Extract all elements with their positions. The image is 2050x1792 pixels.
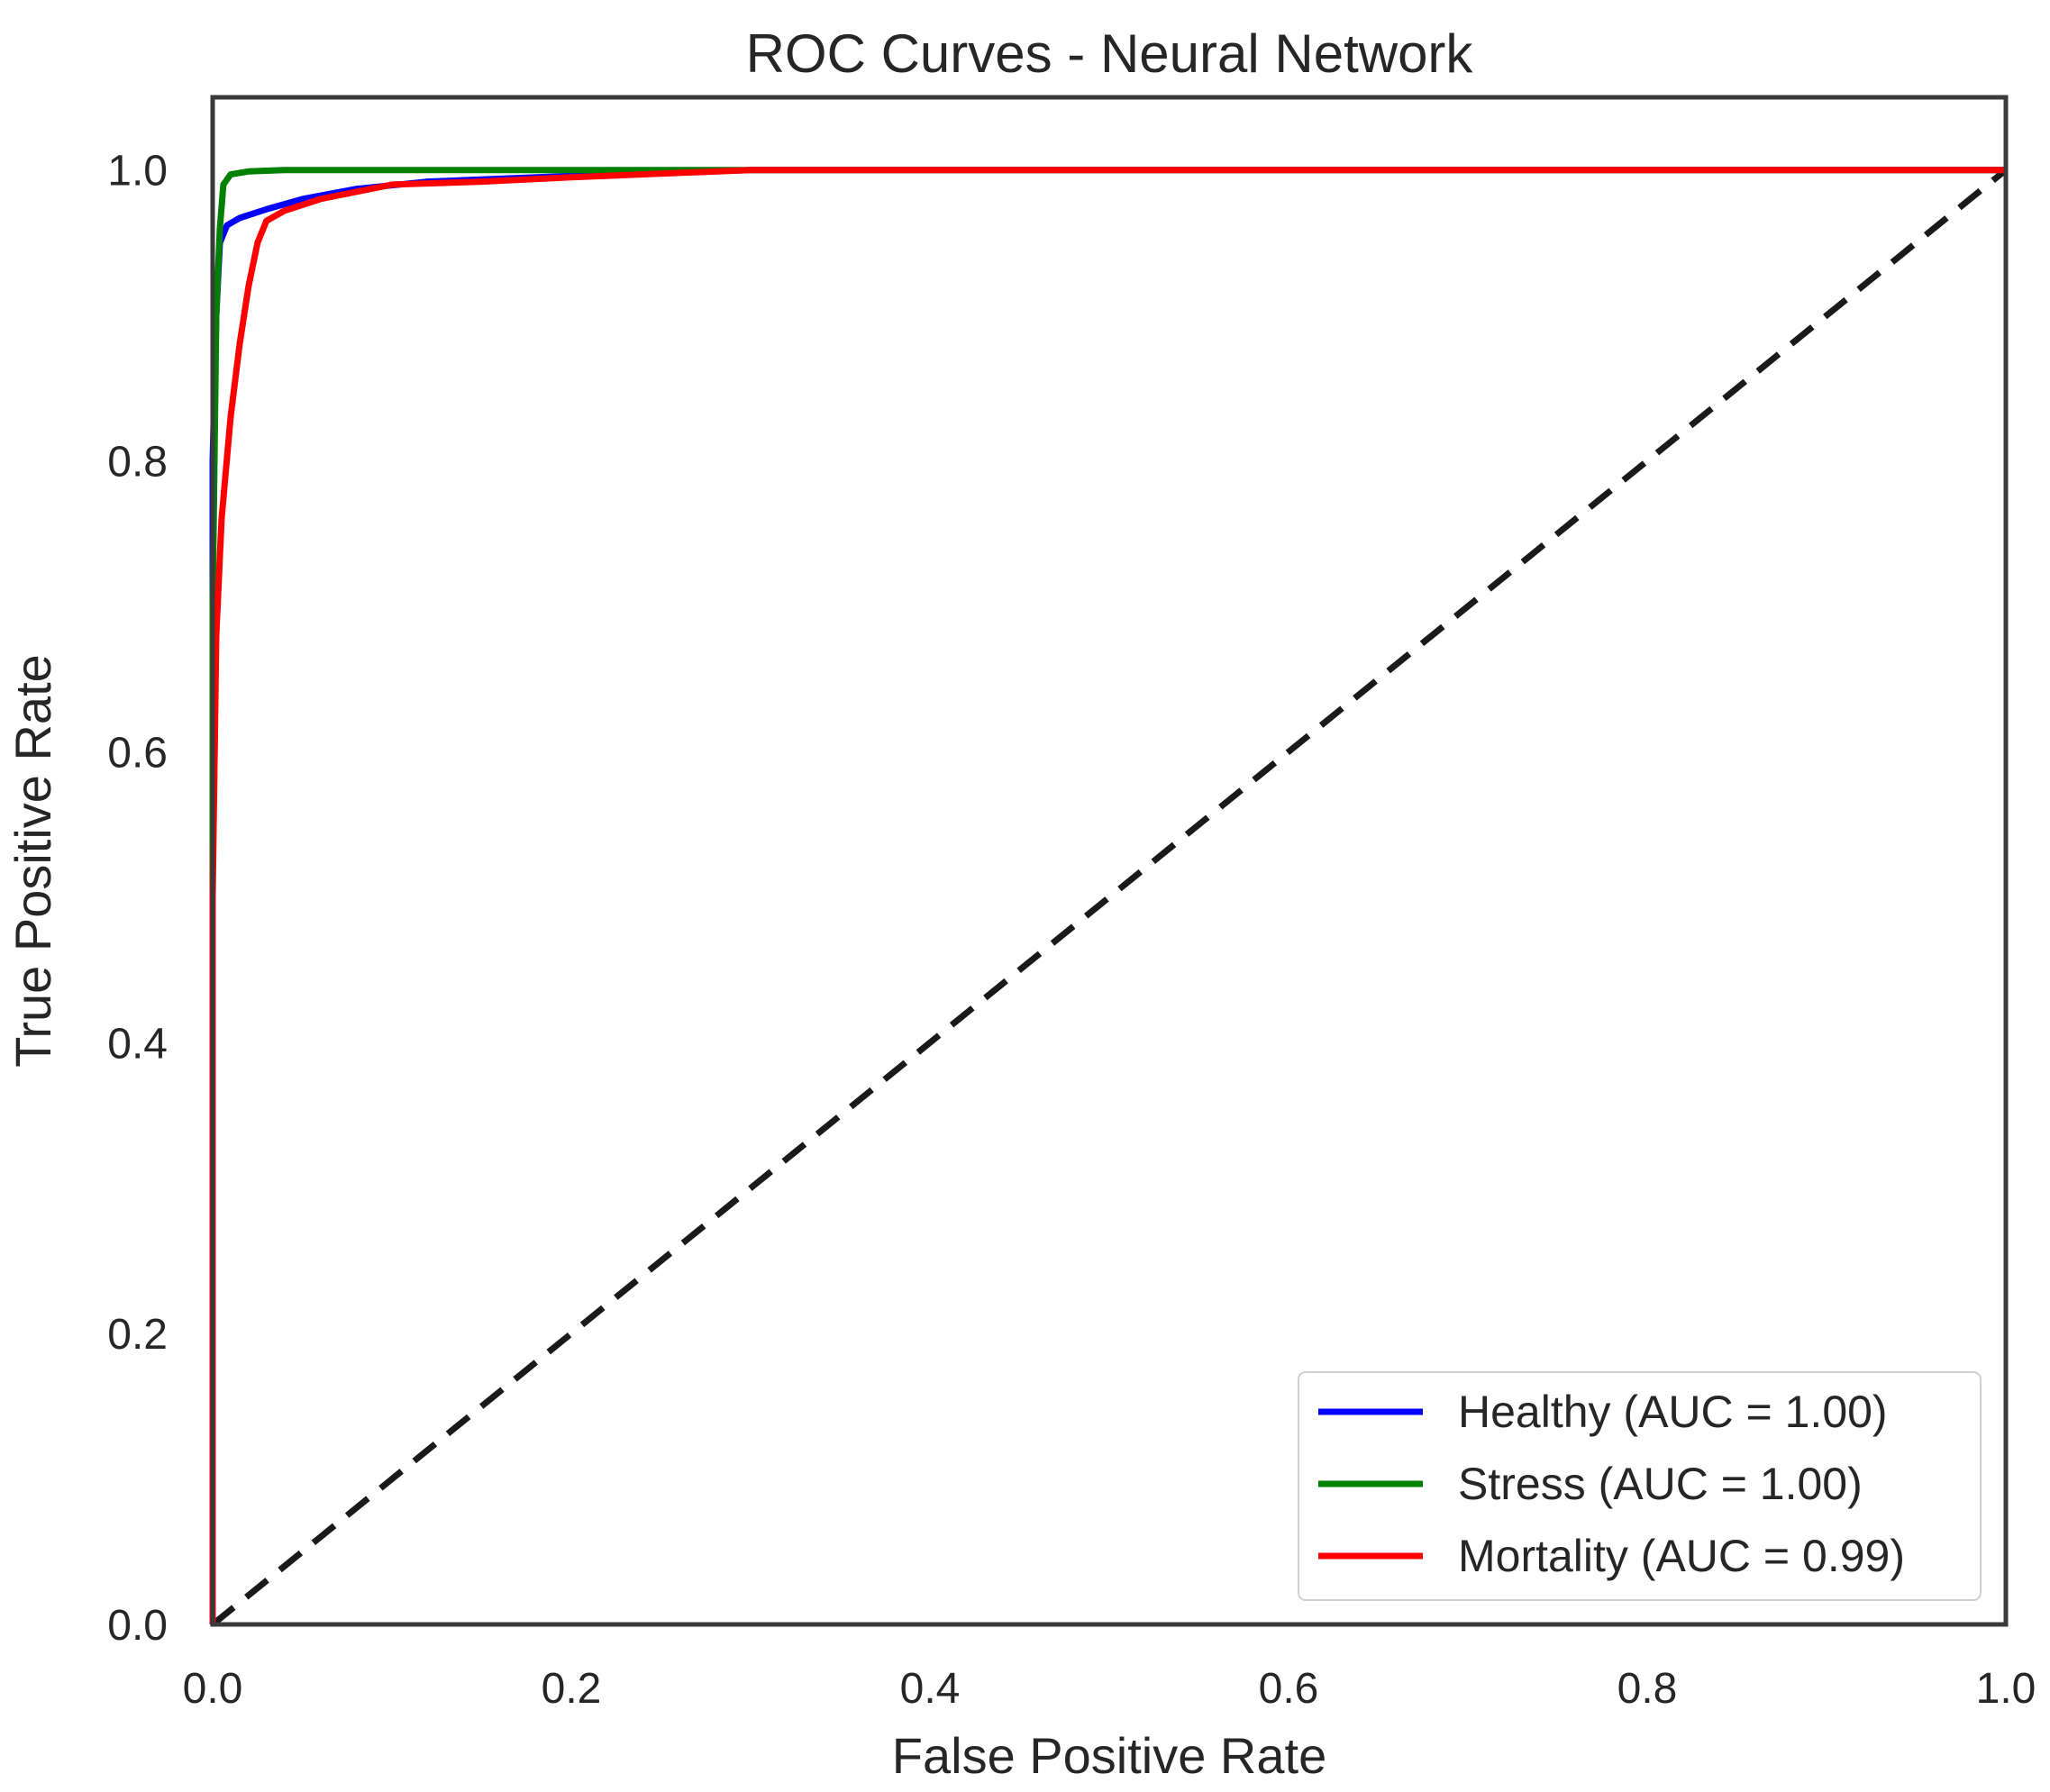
legend: Healthy (AUC = 1.00) Stress (AUC = 1.00) M… bbox=[1298, 1371, 1982, 1601]
legend-label-healthy: Healthy (AUC = 1.00) bbox=[1458, 1387, 1888, 1437]
y-tick-label: 1.0 bbox=[107, 148, 168, 196]
chance-diagonal-line bbox=[210, 167, 2009, 1627]
chart-title: ROC Curves - Neural Network bbox=[746, 23, 1474, 84]
y-tick-label: 0.8 bbox=[107, 439, 168, 487]
y-tick-label: 0.6 bbox=[107, 729, 168, 777]
series-line-stress bbox=[209, 167, 2006, 1624]
x-tick-label: 0.8 bbox=[1617, 1665, 1678, 1713]
y-axis-ticks: 0.0 0.2 0.4 0.6 0.8 1.0 bbox=[107, 148, 168, 1650]
y-tick-label: 0.4 bbox=[107, 1020, 168, 1068]
y-tick-label: 0.2 bbox=[107, 1311, 168, 1359]
x-tick-label: 0.0 bbox=[183, 1665, 243, 1713]
y-axis-label: True Positive Rate bbox=[5, 654, 61, 1068]
x-tick-label: 0.6 bbox=[1259, 1665, 1319, 1713]
x-axis-ticks: 0.0 0.2 0.4 0.6 0.8 1.0 bbox=[183, 1665, 2036, 1713]
legend-label-stress: Stress (AUC = 1.00) bbox=[1458, 1459, 1863, 1509]
x-axis-label: False Positive Rate bbox=[892, 1727, 1326, 1784]
y-tick-label: 0.0 bbox=[107, 1602, 168, 1650]
plot-lines bbox=[209, 167, 2009, 1627]
x-tick-label: 1.0 bbox=[1976, 1665, 2036, 1713]
legend-label-mortality: Mortality (AUC = 0.99) bbox=[1458, 1531, 1905, 1581]
plot-frame bbox=[210, 95, 2009, 1627]
x-tick-label: 0.4 bbox=[900, 1665, 961, 1713]
series-line-mortality bbox=[209, 167, 2006, 1624]
legend-box bbox=[1298, 1371, 1982, 1601]
x-tick-label: 0.2 bbox=[542, 1665, 602, 1713]
